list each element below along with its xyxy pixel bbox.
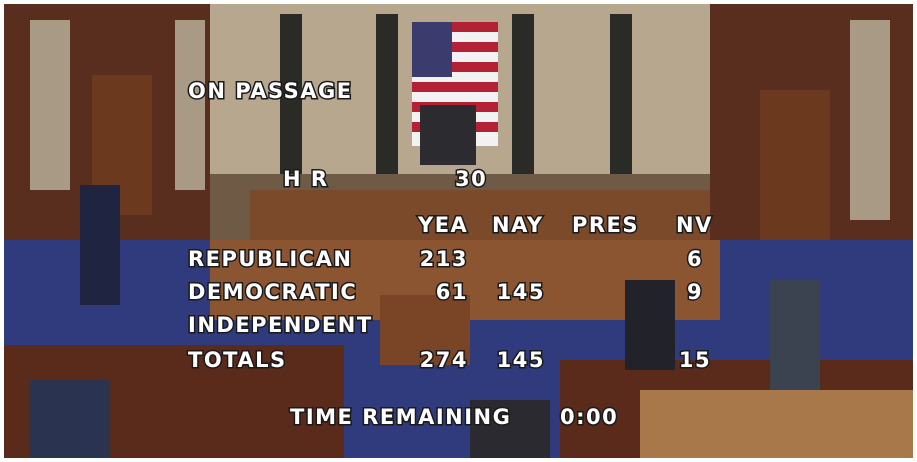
- party-label: DEMOCRATIC: [188, 280, 357, 304]
- timer-label: TIME REMAINING: [290, 405, 511, 429]
- motion: ON PASSAGE: [188, 79, 353, 103]
- vote-count: 145: [497, 348, 545, 372]
- vote-count: 213: [420, 247, 468, 271]
- bill-prefix: H R: [283, 167, 329, 191]
- page: ON PASSAGE H R 30 YEA NAY PRES NV TIME R…: [0, 0, 917, 462]
- header-pres: PRES: [572, 213, 639, 237]
- broadcast-frame: ON PASSAGE H R 30 YEA NAY PRES NV TIME R…: [0, 0, 917, 462]
- header-nv: NV: [676, 213, 713, 237]
- vote-count: 15: [679, 348, 711, 372]
- party-label: INDEPENDENT: [188, 313, 373, 337]
- vote-count: 274: [420, 348, 468, 372]
- party-label: TOTALS: [188, 348, 287, 372]
- header-yea: YEA: [417, 213, 468, 237]
- party-label: REPUBLICAN: [188, 247, 352, 271]
- timer-value: 0:00: [560, 405, 618, 429]
- vote-count: 9: [687, 280, 703, 304]
- bill-number: 30: [455, 167, 487, 191]
- vote-count: 6: [687, 247, 703, 271]
- vote-count: 61: [436, 280, 468, 304]
- vote-count: 145: [497, 280, 545, 304]
- header-nay: NAY: [492, 213, 544, 237]
